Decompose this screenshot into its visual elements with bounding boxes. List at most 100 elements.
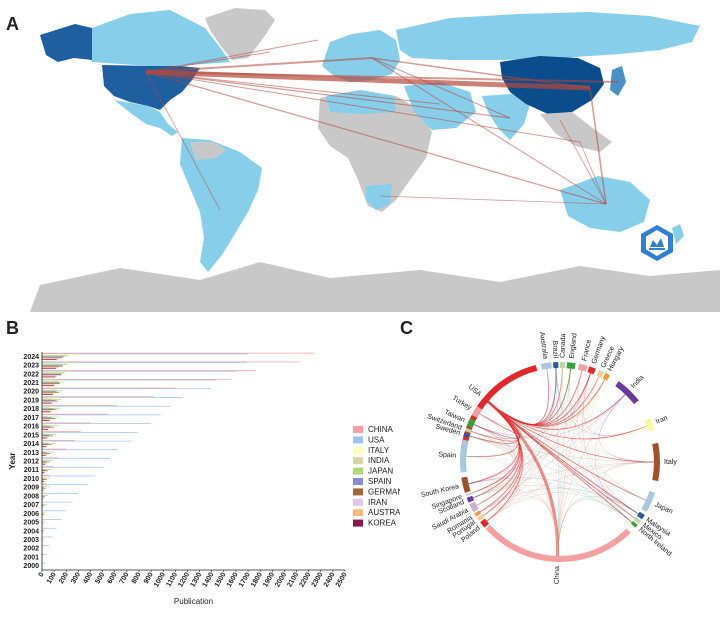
bar-australia-2019 [42, 402, 53, 403]
chord-arc-north-ireland [630, 521, 638, 528]
bar-spain-2020 [42, 391, 57, 392]
bar-japan-2018 [42, 407, 61, 409]
bar-china-2021 [42, 378, 232, 380]
y-tick-label: 2023 [23, 363, 39, 370]
chord-link-india-china [557, 392, 627, 559]
bar-germany-2010 [42, 479, 47, 480]
bar-iran-2015 [42, 436, 45, 437]
panel-label-b: B [6, 318, 19, 338]
southeast-asia-region [540, 112, 612, 152]
panel-label-c: C [400, 318, 413, 338]
chord-arc-poland [480, 518, 490, 528]
bar-japan-2022 [42, 373, 66, 374]
bar-korea-2024 [42, 359, 57, 360]
chord-arc-portugal [477, 514, 484, 521]
bar-italy-2013 [42, 450, 47, 451]
bar-india-2012 [42, 459, 44, 461]
bar-china-2014 [42, 439, 75, 441]
chord-arc-india [615, 381, 639, 405]
legend-label-italy: ITALY [368, 446, 390, 455]
bar-australia-2017 [42, 419, 51, 421]
chord-link-england-saudi-arabia [474, 366, 572, 507]
y-tick-label: 2019 [23, 397, 39, 404]
bar-australia-2023 [42, 367, 58, 368]
collaboration-links [145, 39, 619, 211]
link-usa-brazil [145, 71, 221, 211]
chord-label-spain: Spain [438, 451, 456, 459]
bar-germany-2007 [42, 505, 45, 507]
bar-spain-2021 [42, 382, 59, 384]
bar-italy-2011 [42, 467, 46, 469]
x-tick-label: 800 [131, 571, 143, 585]
mexico-region [114, 100, 178, 136]
link-europe-australia [371, 57, 607, 205]
bar-japan-2010 [42, 477, 51, 479]
bar-italy-2012 [42, 458, 46, 460]
chord-link-italy-scotland [471, 461, 657, 499]
bar-australia-2024 [42, 358, 59, 360]
y-tick-label: 2020 [23, 389, 39, 396]
bar-japan-2015 [42, 434, 57, 435]
chord-link-iran-china [557, 425, 649, 559]
chord-link-malaysia-south-korea [466, 477, 641, 516]
bar-china-2009 [42, 483, 46, 485]
chord-link-greece-malaysia [586, 374, 641, 516]
chord-link-canada-france [562, 365, 583, 415]
x-axis-title: Publication [174, 597, 213, 606]
chord-link-italy-sweden [467, 435, 657, 463]
bar-korea-2018 [42, 411, 51, 413]
chord-link-france-south-korea [466, 368, 583, 485]
x-tick-label: 300 [70, 571, 82, 585]
bar-iran-2014 [42, 444, 44, 446]
bar-china-2022 [42, 370, 256, 371]
bar-germany-2024 [42, 357, 63, 358]
northern-south-america-region [190, 142, 226, 160]
africa-region [318, 90, 432, 212]
y-tick-label: 2009 [23, 485, 39, 492]
link-australia-south-africa [379, 195, 607, 205]
y-tick-label: 2015 [23, 432, 39, 439]
chord-link-malaysia-north-ireland [598, 490, 641, 524]
legend-label-australia: AUSTRALIA [368, 508, 400, 517]
link-china-australia [589, 87, 607, 205]
bar-korea-2012 [42, 463, 46, 465]
bar-usa-2010 [42, 475, 96, 477]
chord-label-turkey: Turkey [451, 395, 473, 412]
y-tick-label: 2007 [23, 502, 39, 509]
chord-link-mexico-portugal [481, 490, 637, 520]
chord-link-usa-italy [486, 399, 657, 463]
bar-spain-2023 [42, 365, 63, 366]
bar-italy-2020 [42, 389, 64, 390]
bar-japan-2014 [42, 442, 56, 444]
x-tick-label: 700 [119, 571, 131, 585]
bar-china-2007 [42, 501, 43, 502]
bar-india-2024 [42, 354, 69, 356]
bar-australia-2009 [42, 489, 44, 491]
chord-link-canada-malaysia [562, 365, 641, 516]
chord-link-england-china [557, 366, 572, 559]
legend-swatch-iran [353, 498, 363, 506]
legend-label-india: INDIA [368, 456, 390, 465]
chord-link-france-china [557, 368, 583, 559]
bar-korea-2013 [42, 455, 46, 456]
chord-link-japan-turkey [477, 412, 648, 502]
chord-links [464, 365, 657, 559]
legend-label-iran: IRAN [368, 498, 387, 507]
bar-germany-2004 [42, 531, 43, 533]
bar-australia-2021 [42, 384, 56, 386]
middle-east-region [404, 82, 476, 130]
bar-germany-2021 [42, 383, 61, 384]
chord-label-england: England [569, 333, 579, 359]
x-tick-label: 600 [107, 571, 119, 585]
chord-link-greece-sweden [467, 374, 600, 442]
y-tick-label: 2000 [23, 563, 39, 570]
bar-iran-2012 [42, 462, 43, 464]
x-tick-label: 2500 [335, 571, 349, 588]
bar-germany-2011 [42, 470, 49, 472]
south-america-region [180, 138, 262, 272]
chord-link-germany-china [557, 371, 592, 559]
north-africa-region [326, 90, 396, 114]
bar-australia-2010 [42, 480, 45, 482]
bar-italy-2016 [42, 423, 52, 425]
